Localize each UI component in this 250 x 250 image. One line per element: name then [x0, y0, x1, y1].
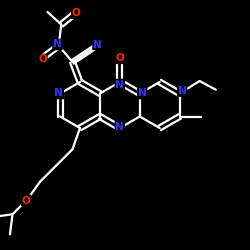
Text: N: N	[178, 86, 186, 96]
Text: N: N	[54, 88, 63, 99]
Text: N: N	[138, 88, 147, 99]
Text: N: N	[116, 122, 124, 132]
Text: O: O	[72, 8, 81, 18]
Text: N: N	[53, 40, 62, 50]
Text: O: O	[22, 196, 31, 205]
Text: N: N	[93, 40, 102, 50]
Text: O: O	[116, 53, 124, 63]
Text: N: N	[116, 80, 124, 90]
Text: O: O	[38, 54, 47, 64]
